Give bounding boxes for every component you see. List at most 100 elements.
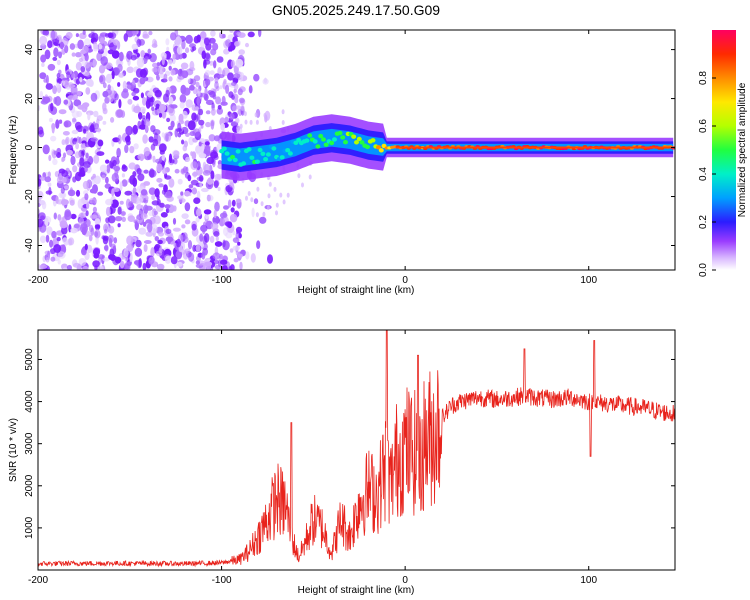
noise-blob (95, 224, 100, 229)
noise-blob (58, 51, 62, 59)
noise-blob (140, 189, 148, 196)
noise-blob (94, 265, 98, 270)
spectrogram-y-label: Frequency (Hz) (8, 116, 19, 185)
noise-blob (185, 156, 191, 162)
signal-blob (354, 140, 359, 145)
noise-blob (262, 211, 266, 217)
noise-blob (202, 228, 206, 235)
noise-blob (166, 117, 171, 123)
noise-blob (297, 173, 301, 179)
noise-blob (61, 139, 66, 146)
noise-blob (182, 110, 188, 119)
noise-blob (57, 251, 66, 259)
noise-blob (50, 135, 57, 142)
noise-blob (249, 119, 253, 125)
noise-blob (84, 53, 89, 62)
signal-blob (365, 144, 370, 150)
noise-blob (121, 179, 128, 187)
noise-blob (68, 237, 75, 246)
spectrogram-y-ticks: -40 -20 0 20 40 (24, 44, 675, 253)
noise-blob (129, 145, 135, 154)
noise-blob (198, 153, 207, 159)
noise-blob (267, 254, 273, 264)
noise-blob (199, 233, 204, 242)
noise-blob (237, 241, 241, 246)
noise-blob (49, 30, 56, 40)
noise-blob (192, 128, 201, 138)
noise-blob (148, 210, 155, 217)
noise-blob (61, 197, 66, 207)
noise-blob (150, 125, 156, 133)
noise-blob (91, 178, 96, 185)
noise-blob (248, 85, 253, 94)
noise-blob (164, 255, 171, 264)
noise-blob (142, 221, 147, 227)
noise-blob (46, 226, 53, 236)
noise-blob (150, 223, 158, 234)
noise-blob (157, 239, 163, 245)
noise-blob (189, 60, 195, 71)
noise-blob (45, 83, 53, 90)
noise-blob (174, 168, 180, 174)
signal-blob (287, 151, 293, 156)
noise-blob (235, 58, 244, 68)
noise-blob (151, 106, 155, 112)
signal-blob (254, 159, 260, 164)
noise-blob (163, 132, 172, 142)
noise-blob (58, 109, 67, 115)
noise-blob (121, 173, 125, 178)
noise-blob (234, 41, 240, 47)
noise-blob (286, 192, 290, 198)
noise-blob (156, 263, 165, 270)
signal-blob (265, 152, 271, 157)
noise-blob (150, 247, 155, 258)
noise-blob (138, 111, 143, 120)
noise-blob (145, 231, 154, 237)
noise-blob (229, 30, 234, 33)
noise-blob (56, 34, 62, 41)
noise-blob (41, 62, 45, 67)
noise-blob (214, 201, 220, 212)
noise-blob (39, 264, 48, 269)
noise-blob (124, 255, 129, 262)
noise-blob (213, 180, 219, 189)
noise-blob (70, 155, 76, 166)
noise-blob (179, 101, 185, 109)
noise-blob (82, 265, 89, 270)
noise-blob (232, 230, 236, 236)
colorbar-ticks: 0.0 0.2 0.4 0.6 0.8 (698, 71, 716, 277)
noise-blob (199, 31, 207, 41)
noise-blob (90, 137, 98, 142)
noise-blob (39, 39, 47, 46)
noise-blob (118, 99, 122, 109)
noise-blob (281, 109, 285, 115)
y-tick-label: 2000 (24, 474, 35, 497)
noise-blob (148, 30, 153, 36)
noise-blob (239, 97, 245, 104)
noise-blob (114, 216, 123, 222)
noise-blob (196, 34, 201, 43)
noise-blob (214, 81, 219, 90)
noise-blob (238, 232, 242, 239)
noise-blob (168, 106, 176, 116)
noise-blob (122, 80, 127, 91)
noise-blob (124, 190, 133, 196)
noise-blob (213, 135, 221, 142)
noise-blob (178, 198, 186, 203)
noise-blob (126, 83, 135, 90)
noise-blob (93, 154, 100, 164)
noise-blob (154, 236, 159, 242)
noise-blob (154, 89, 162, 98)
noise-blob (47, 63, 56, 71)
noise-blob (71, 73, 76, 79)
noise-blob (92, 58, 97, 68)
noise-blob (172, 53, 176, 60)
noise-blob (69, 199, 75, 206)
noise-blob (41, 201, 47, 210)
noise-blob (87, 112, 91, 121)
noise-blob (62, 152, 67, 158)
x-tick-label: 0 (402, 275, 408, 286)
y-tick-label: 5000 (24, 348, 35, 371)
noise-blob (92, 206, 97, 213)
noise-blob (127, 215, 135, 223)
